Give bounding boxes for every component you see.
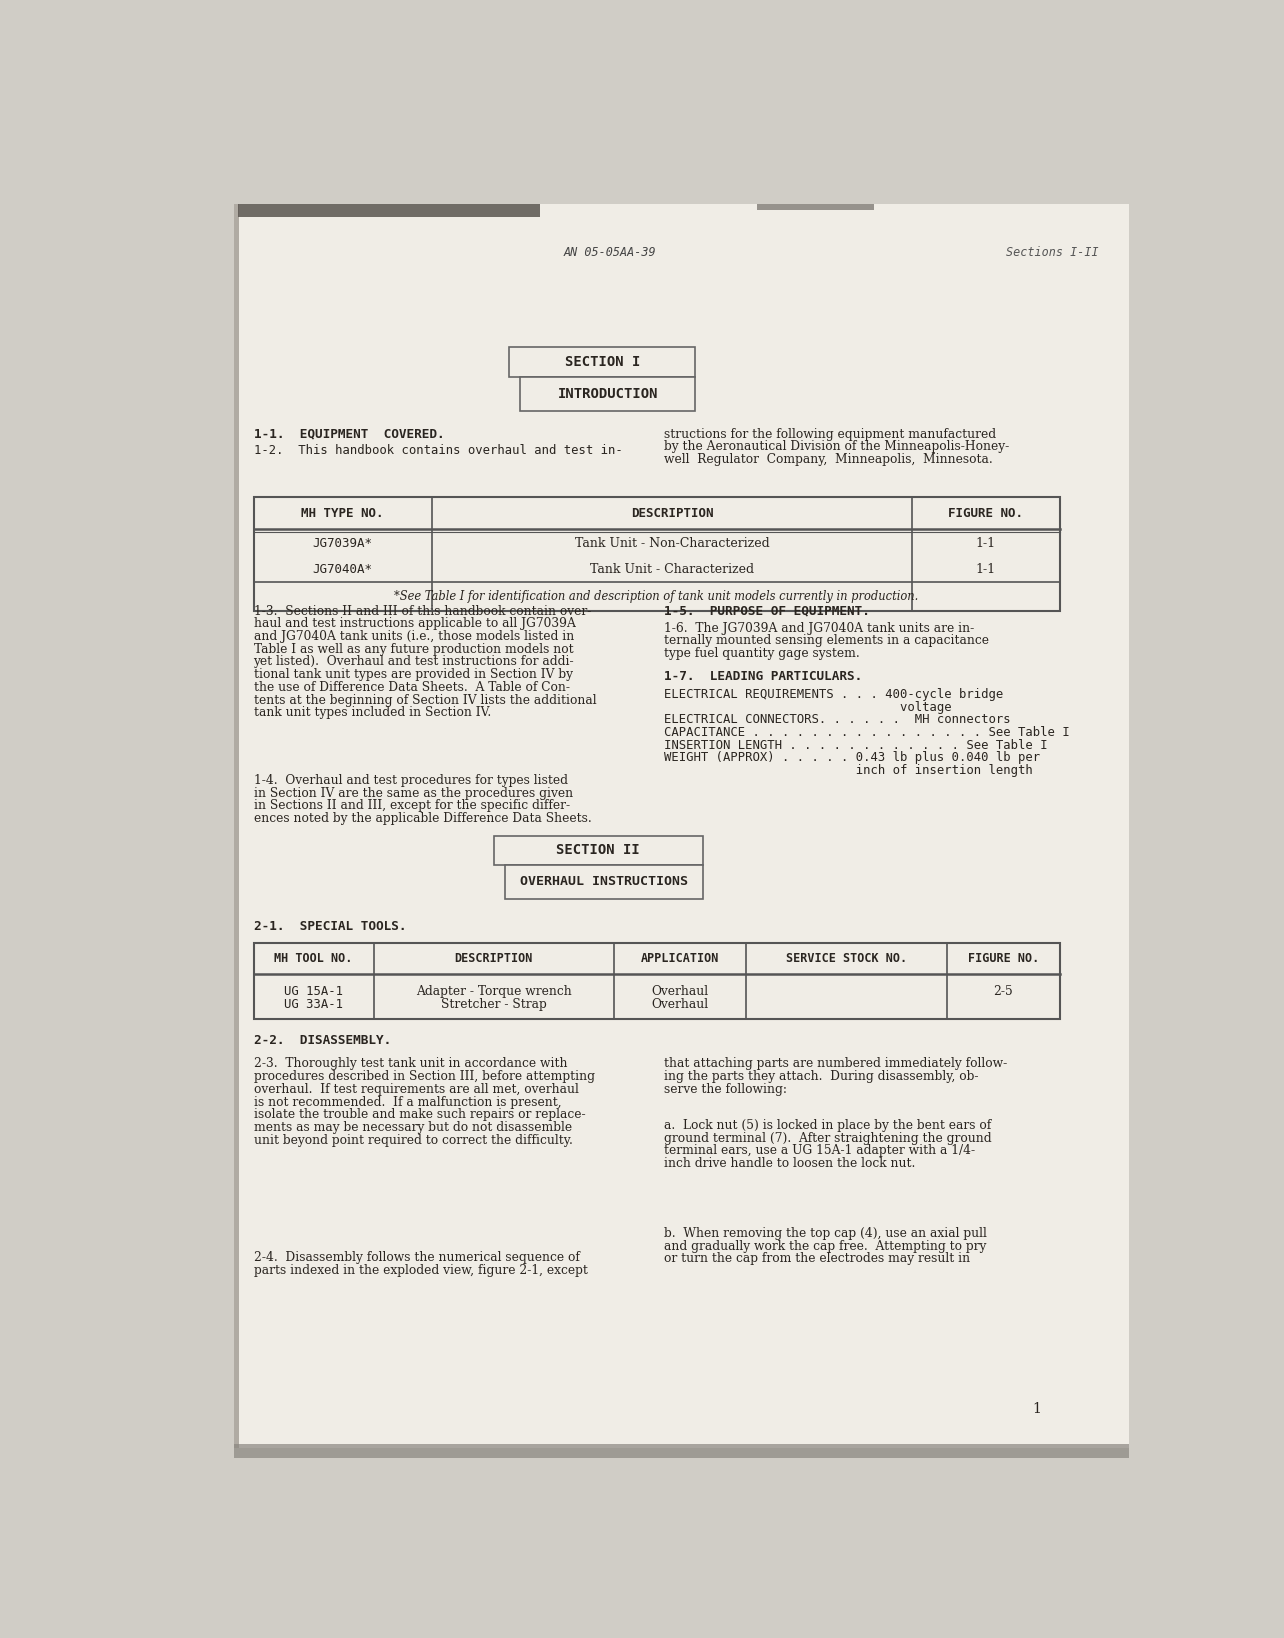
Text: haul and test instructions applicable to all JG7039A: haul and test instructions applicable to… (253, 618, 575, 631)
Text: 2-5: 2-5 (994, 984, 1013, 998)
Text: SECTION II: SECTION II (556, 844, 641, 857)
Text: inch of insertion length: inch of insertion length (664, 763, 1034, 776)
Text: DESCRIPTION: DESCRIPTION (455, 952, 533, 965)
Text: that attaching parts are numbered immediately follow-: that attaching parts are numbered immedi… (664, 1058, 1008, 1070)
Text: 2-1.  SPECIAL TOOLS.: 2-1. SPECIAL TOOLS. (253, 921, 406, 934)
Text: 1: 1 (1032, 1402, 1041, 1417)
Text: procedures described in Section III, before attempting: procedures described in Section III, bef… (253, 1070, 594, 1083)
Text: JG7039A*: JG7039A* (312, 537, 372, 550)
Text: serve the following:: serve the following: (664, 1083, 787, 1096)
Text: 1-5.  PURPOSE OF EQUIPMENT.: 1-5. PURPOSE OF EQUIPMENT. (664, 604, 871, 618)
Text: 2-2.  DISASSEMBLY.: 2-2. DISASSEMBLY. (253, 1034, 390, 1047)
Text: in Sections II and III, except for the specific differ-: in Sections II and III, except for the s… (253, 799, 570, 812)
Text: tional tank unit types are provided in Section IV by: tional tank unit types are provided in S… (253, 668, 573, 681)
Text: by the Aeronautical Division of the Minneapolis-Honey-: by the Aeronautical Division of the Minn… (664, 441, 1009, 454)
Text: 2-4.  Disassembly follows the numerical sequence of: 2-4. Disassembly follows the numerical s… (253, 1251, 579, 1265)
Text: OVERHAUL INSTRUCTIONS: OVERHAUL INSTRUCTIONS (520, 875, 688, 888)
Text: Sections I-II: Sections I-II (1005, 246, 1098, 259)
Text: ELECTRICAL REQUIREMENTS . . . 400-cycle bridge: ELECTRICAL REQUIREMENTS . . . 400-cycle … (664, 688, 1004, 701)
Text: well  Regulator  Company,  Minneapolis,  Minnesota.: well Regulator Company, Minneapolis, Min… (664, 454, 993, 465)
Bar (510, 347, 695, 377)
Text: 1-1: 1-1 (976, 563, 996, 575)
Bar (253, 496, 1059, 611)
Text: Table I as well as any future production models not: Table I as well as any future production… (253, 642, 573, 655)
Text: INTRODUCTION: INTRODUCTION (557, 387, 657, 401)
Text: CAPACITANCE . . . . . . . . . . . . . . . . See Table I: CAPACITANCE . . . . . . . . . . . . . . … (664, 726, 1070, 739)
Bar (758, 205, 873, 210)
Text: FIGURE NO.: FIGURE NO. (949, 506, 1023, 519)
Text: is not recommended.  If a malfunction is present,: is not recommended. If a malfunction is … (253, 1096, 561, 1109)
Text: Adapter - Torque wrench: Adapter - Torque wrench (416, 984, 571, 998)
Text: Overhaul: Overhaul (651, 984, 709, 998)
Text: a.  Lock nut (5) is locked in place by the bent ears of: a. Lock nut (5) is locked in place by th… (664, 1119, 991, 1132)
Text: terminal ears, use a UG 15A-1 adapter with a 1/4-: terminal ears, use a UG 15A-1 adapter wi… (664, 1145, 976, 1158)
Bar (234, 1445, 1129, 1458)
Text: ELECTRICAL CONNECTORS. . . . . .  MH connectors: ELECTRICAL CONNECTORS. . . . . . MH conn… (664, 713, 1011, 726)
Text: APPLICATION: APPLICATION (641, 952, 719, 965)
Text: MH TOOL NO.: MH TOOL NO. (275, 952, 353, 965)
Text: type fuel quantity gage system.: type fuel quantity gage system. (664, 647, 860, 660)
Text: ments as may be necessary but do not disassemble: ments as may be necessary but do not dis… (253, 1120, 571, 1133)
Text: Overhaul: Overhaul (651, 998, 709, 1011)
Text: Stretcher - Strap: Stretcher - Strap (440, 998, 547, 1011)
Text: or turn the cap from the electrodes may result in: or turn the cap from the electrodes may … (664, 1251, 971, 1265)
Text: 1-1: 1-1 (976, 537, 996, 550)
Text: and gradually work the cap free.  Attempting to pry: and gradually work the cap free. Attempt… (664, 1240, 986, 1253)
Text: *See Table I for identification and description of tank unit models currently in: *See Table I for identification and desc… (394, 590, 918, 603)
Text: SECTION I: SECTION I (565, 355, 639, 369)
Text: WEIGHT (APPROX) . . . . . 0.43 lb plus 0.040 lb per: WEIGHT (APPROX) . . . . . 0.43 lb plus 0… (664, 752, 1040, 765)
Text: Tank Unit - Non-Characterized: Tank Unit - Non-Characterized (575, 537, 769, 550)
Text: unit beyond point required to correct the difficulty.: unit beyond point required to correct th… (253, 1133, 573, 1147)
Text: voltage: voltage (664, 701, 951, 714)
Bar (505, 865, 704, 899)
Text: INSERTION LENGTH . . . . . . . . . . . . See Table I: INSERTION LENGTH . . . . . . . . . . . .… (664, 739, 1048, 752)
Text: ences noted by the applicable Difference Data Sheets.: ences noted by the applicable Difference… (253, 812, 591, 826)
Text: b.  When removing the top cap (4), use an axial pull: b. When removing the top cap (4), use an… (664, 1227, 987, 1240)
Bar (234, 205, 239, 1448)
Text: 1-7.  LEADING PARTICULARS.: 1-7. LEADING PARTICULARS. (664, 670, 863, 683)
Bar (238, 205, 541, 216)
Text: ground terminal (7).  After straightening the ground: ground terminal (7). After straightening… (664, 1132, 991, 1145)
Text: and JG7040A tank units (i.e., those models listed in: and JG7040A tank units (i.e., those mode… (253, 631, 574, 644)
Text: UG 33A-1: UG 33A-1 (284, 998, 343, 1011)
Text: 1-3.  Sections II and III of this handbook contain over-: 1-3. Sections II and III of this handboo… (253, 604, 591, 618)
Text: isolate the trouble and make such repairs or replace-: isolate the trouble and make such repair… (253, 1109, 586, 1122)
Text: 1-1.  EQUIPMENT  COVERED.: 1-1. EQUIPMENT COVERED. (253, 428, 444, 441)
Text: MH TYPE NO.: MH TYPE NO. (302, 506, 384, 519)
Bar (494, 835, 704, 865)
Text: 2-3.  Thoroughly test tank unit in accordance with: 2-3. Thoroughly test tank unit in accord… (253, 1058, 568, 1070)
Text: AN 05-05AA-39: AN 05-05AA-39 (564, 246, 656, 259)
Text: 1-2.  This handbook contains overhaul and test in-: 1-2. This handbook contains overhaul and… (253, 444, 623, 457)
Bar (234, 205, 1129, 1448)
Text: SERVICE STOCK NO.: SERVICE STOCK NO. (786, 952, 907, 965)
Bar (253, 943, 1059, 1019)
Text: 1-4.  Overhaul and test procedures for types listed: 1-4. Overhaul and test procedures for ty… (253, 775, 568, 788)
Text: inch drive handle to loosen the lock nut.: inch drive handle to loosen the lock nut… (664, 1156, 915, 1170)
Text: JG7040A*: JG7040A* (312, 563, 372, 575)
Text: overhaul.  If test requirements are all met, overhaul: overhaul. If test requirements are all m… (253, 1083, 578, 1096)
Text: FIGURE NO.: FIGURE NO. (968, 952, 1039, 965)
Text: DESCRIPTION: DESCRIPTION (630, 506, 713, 519)
Text: in Section IV are the same as the procedures given: in Section IV are the same as the proced… (253, 786, 573, 799)
Text: UG 15A-1: UG 15A-1 (284, 984, 343, 998)
Text: structions for the following equipment manufactured: structions for the following equipment m… (664, 428, 996, 441)
Text: yet listed).  Overhaul and test instructions for addi-: yet listed). Overhaul and test instructi… (253, 655, 574, 668)
Text: Tank Unit - Characterized: Tank Unit - Characterized (589, 563, 754, 575)
Text: parts indexed in the exploded view, figure 2-1, except: parts indexed in the exploded view, figu… (253, 1265, 587, 1278)
Text: ternally mounted sensing elements in a capacitance: ternally mounted sensing elements in a c… (664, 634, 989, 647)
Text: ing the parts they attach.  During disassembly, ob-: ing the parts they attach. During disass… (664, 1070, 978, 1083)
Text: the use of Difference Data Sheets.  A Table of Con-: the use of Difference Data Sheets. A Tab… (253, 681, 570, 695)
Text: tank unit types included in Section IV.: tank unit types included in Section IV. (253, 706, 490, 719)
Text: tents at the beginning of Section IV lists the additional: tents at the beginning of Section IV lis… (253, 693, 596, 706)
Text: 1-6.  The JG7039A and JG7040A tank units are in-: 1-6. The JG7039A and JG7040A tank units … (664, 621, 975, 634)
Bar (520, 377, 695, 411)
